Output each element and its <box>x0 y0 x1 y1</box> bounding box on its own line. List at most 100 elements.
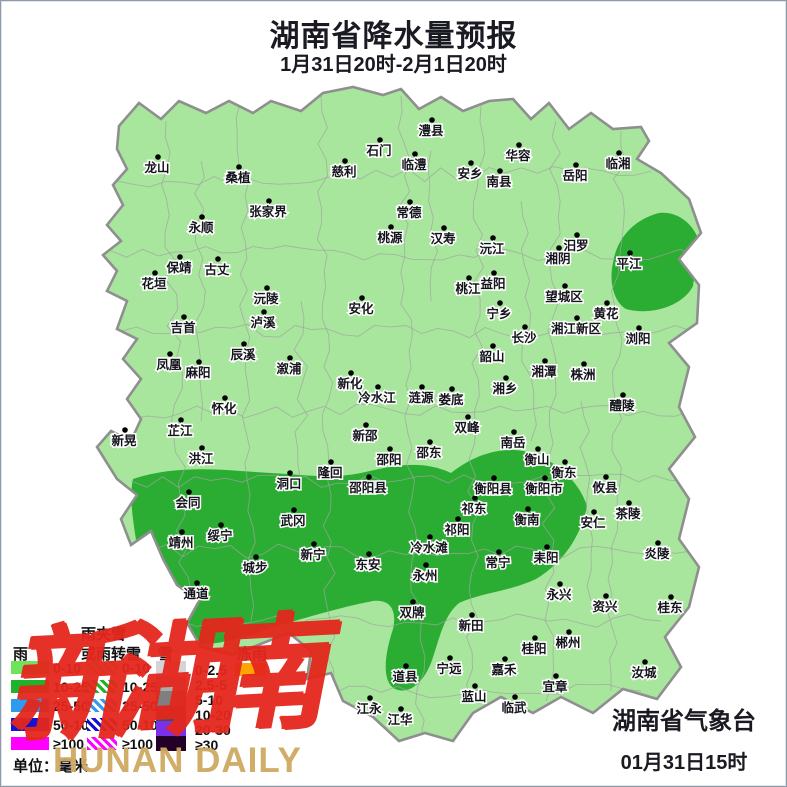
county-boundary-line <box>397 95 426 737</box>
county-boundary-line <box>100 166 652 188</box>
city-label: 道县 <box>392 669 418 684</box>
issue-time: 01月31日15时 <box>620 752 748 774</box>
county-boundary-line <box>180 613 662 628</box>
province-border <box>95 85 703 743</box>
city-label: 临武 <box>501 700 527 715</box>
city-label: 保靖 <box>165 260 192 275</box>
city-label: 资兴 <box>592 599 618 614</box>
city-label: 城步 <box>242 560 267 575</box>
legend-swatch-sleet <box>87 661 117 674</box>
city-dot <box>496 549 502 555</box>
legend-value-sleet: ≥100 <box>122 736 154 752</box>
county-boundary-line <box>520 200 537 442</box>
city-dot <box>532 635 538 641</box>
city-dot <box>199 445 205 451</box>
legend-swatch-rain <box>11 680 49 693</box>
city-label: 衡东 <box>551 465 577 480</box>
city-dot <box>447 655 453 661</box>
city-dot <box>511 429 517 435</box>
legend-value-snow: 10-20 <box>195 707 231 723</box>
city-label: 桂阳 <box>520 641 546 656</box>
city-label: 浏阳 <box>625 331 650 346</box>
legend-value-snow: 0-2.5 <box>195 662 227 678</box>
city-label: 湘阴 <box>545 251 570 266</box>
city-label: 澧县 <box>418 123 444 138</box>
city-label: 新化 <box>337 376 363 391</box>
legend-value-rain: ≥100 <box>53 736 85 752</box>
city-label: 永州 <box>411 568 437 583</box>
legend-swatch-sleet <box>87 680 117 693</box>
city-dot <box>502 656 508 662</box>
legend-swatch-sleet <box>87 737 117 750</box>
city-dot <box>215 256 221 262</box>
city-label: 益阳 <box>480 276 505 291</box>
city-dot <box>557 581 563 587</box>
city-dot <box>465 414 471 420</box>
city-dot <box>497 168 503 174</box>
city-label: 怀化 <box>211 401 237 416</box>
county-boundary-line <box>541 120 561 702</box>
city-dot <box>542 358 548 364</box>
county-boundary-line <box>579 400 593 602</box>
legend-value-snow: ≥30 <box>195 737 219 753</box>
city-label: 汉寿 <box>430 231 456 246</box>
city-dot <box>199 214 205 220</box>
city-label: 临湘 <box>605 156 630 171</box>
city-dot <box>642 659 648 665</box>
city-label: 龙山 <box>143 160 169 175</box>
city-dot <box>566 629 572 635</box>
city-label: 宁乡 <box>486 306 511 321</box>
forecast-period: 1月31日20时-2月1日20时 <box>280 54 507 76</box>
county-boundary-line <box>194 160 206 422</box>
city-dot <box>328 459 334 465</box>
city-label: 邵阳 <box>375 452 401 467</box>
city-label: 湘乡 <box>492 381 517 396</box>
city-dot <box>562 459 568 465</box>
legend-value-sleet: 0-10 <box>122 660 151 676</box>
legend-value-snow: 5-10 <box>195 692 224 708</box>
legend-header-sleet-1: 雨夹雪 <box>81 626 127 643</box>
city-label: 株洲 <box>570 367 595 382</box>
city-label: 望城区 <box>545 289 583 304</box>
city-dot <box>261 309 267 315</box>
city-label: 安仁 <box>580 515 606 530</box>
legend-header-snow: 雪 <box>158 646 174 663</box>
city-dot <box>591 509 597 515</box>
legend-value-sleet: 25-50 <box>122 698 158 714</box>
city-label: 沅江 <box>479 241 505 256</box>
heavy-rain-band-south <box>131 449 587 691</box>
city-label: 韶山 <box>479 349 504 364</box>
city-dot <box>152 270 158 276</box>
city-dot <box>616 150 622 156</box>
legend-swatch-snow <box>156 706 186 721</box>
map-legend: 雨 雨夹雪 或雨转雪 雪 冻雨 0-10 10-25 25-50 50-100 ≥100… <box>9 621 309 781</box>
city-label: 南县 <box>486 174 512 189</box>
city-dot <box>626 500 632 506</box>
city-dot <box>177 254 183 260</box>
county-boundary-line <box>150 543 692 559</box>
city-dot <box>490 235 496 241</box>
legend-unit: 单位：毫米 <box>13 758 89 775</box>
city-label: 宁远 <box>436 661 462 676</box>
heavy-rain-band-northeast <box>611 212 699 312</box>
city-label: 桃江 <box>455 281 481 296</box>
city-dot <box>419 384 425 390</box>
city-dot <box>291 507 297 513</box>
city-label: 洞口 <box>276 477 301 491</box>
legend-swatch-snow <box>156 736 186 751</box>
city-label: 冷水江 <box>358 390 396 405</box>
city-dot <box>342 158 348 164</box>
city-label: 靖州 <box>168 535 193 550</box>
legend-swatch-snow <box>156 676 186 691</box>
city-label: 醴陵 <box>609 398 635 413</box>
city-label: 娄底 <box>438 392 464 407</box>
legend-swatch-snow <box>156 721 186 736</box>
city-dot <box>620 392 626 398</box>
city-dot <box>367 695 373 701</box>
city-label: 郴州 <box>555 636 580 650</box>
city-label: 衡阳县 <box>474 481 512 496</box>
city-label: 常宁 <box>485 555 510 570</box>
county-boundary-line <box>161 120 192 642</box>
city-label: 涟源 <box>408 390 434 405</box>
